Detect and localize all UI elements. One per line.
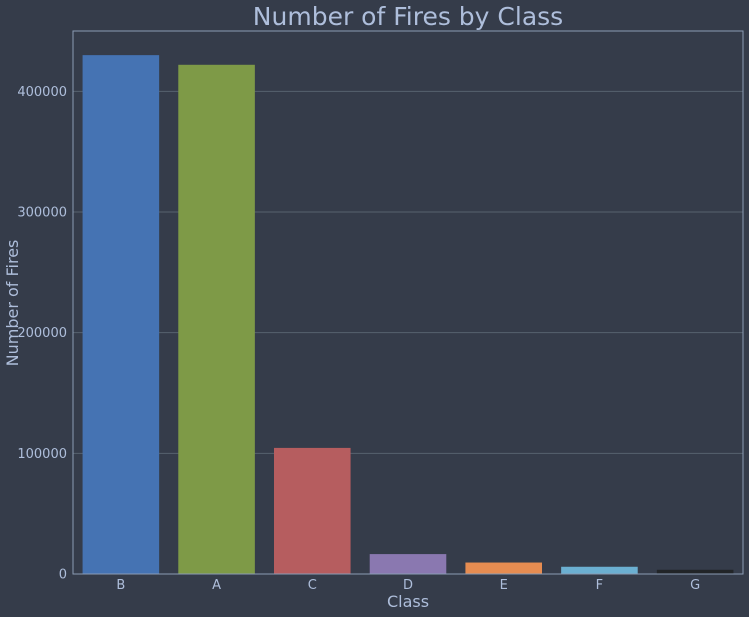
y-tick-label: 0 xyxy=(59,568,67,583)
x-tick-label: B xyxy=(116,578,125,593)
bar-b xyxy=(82,55,160,574)
y-tick-label: 400000 xyxy=(17,85,67,100)
x-tick-label: A xyxy=(212,578,221,593)
x-tick-label: E xyxy=(500,578,508,593)
x-tick-label: F xyxy=(596,578,603,593)
y-tick-label: 100000 xyxy=(17,447,67,462)
bar-c xyxy=(274,447,351,574)
x-tick-label: G xyxy=(690,578,700,593)
bar-e xyxy=(465,562,542,574)
y-tick-label: 200000 xyxy=(17,326,67,341)
y-tick-labels: 0 100000 200000 300000 400000 xyxy=(17,85,67,583)
bar-g xyxy=(656,569,734,574)
y-tick-label: 300000 xyxy=(17,206,67,221)
bar-f xyxy=(561,566,638,574)
bar-d xyxy=(369,554,447,574)
x-tick-label: D xyxy=(403,578,413,593)
x-tick-label: C xyxy=(308,578,317,593)
chart-title: Number of Fires by Class xyxy=(253,2,563,31)
bars xyxy=(82,55,734,574)
bar-a xyxy=(178,64,255,574)
plot-frame xyxy=(72,30,744,575)
x-axis-label: Class xyxy=(387,592,429,611)
gridlines xyxy=(73,90,743,454)
y-axis-label: Number of Fires xyxy=(3,240,22,367)
